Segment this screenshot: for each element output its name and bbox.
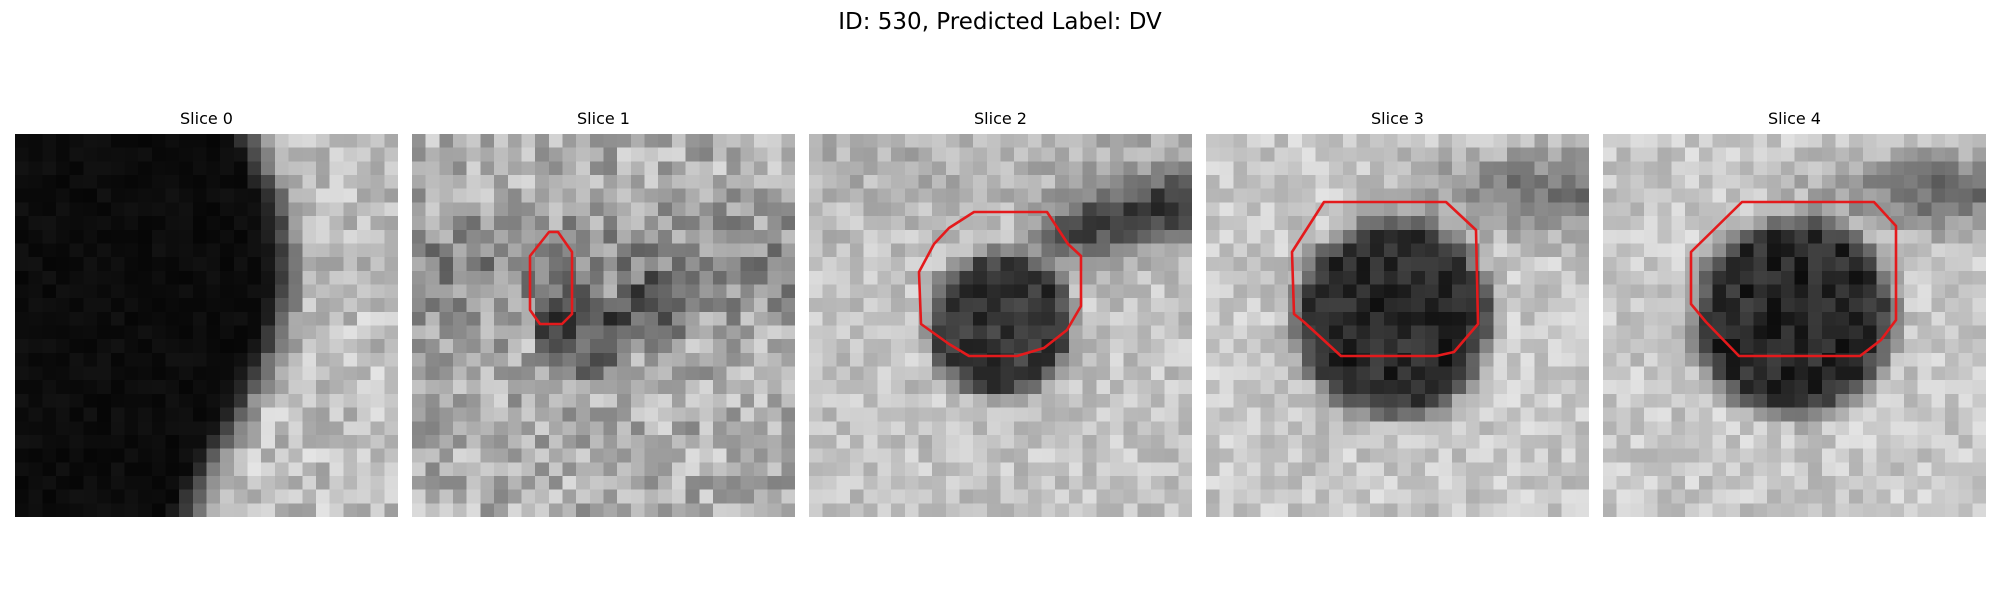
- panel-title-slice-2: Slice 2: [974, 109, 1027, 128]
- panel-title-slice-0: Slice 0: [180, 109, 233, 128]
- slice-1-image: [412, 134, 795, 517]
- slice-0-image: [15, 134, 398, 517]
- slice-4-image: [1603, 134, 1986, 517]
- panel-title-slice-4: Slice 4: [1768, 109, 1821, 128]
- slice-2-image: [809, 134, 1192, 517]
- panel-title-slice-1: Slice 1: [577, 109, 630, 128]
- panel-title-slice-3: Slice 3: [1371, 109, 1424, 128]
- slice-3-image: [1206, 134, 1589, 517]
- figure-title: ID: 530, Predicted Label: DV: [838, 9, 1162, 35]
